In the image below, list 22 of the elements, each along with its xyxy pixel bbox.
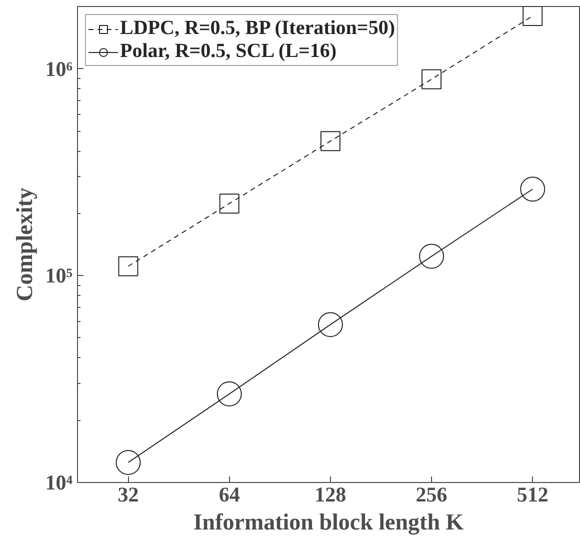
point [118,256,138,276]
legend-label: LDPC, R=0.5, BP (Iteration=50) [120,17,395,40]
x-tick-label: 64 [218,482,240,506]
point [522,6,543,26]
x-tick-label: 256 [416,482,448,506]
legend-label: Polar, R=0.5, SCL (L=16) [120,40,337,63]
point [318,312,343,338]
y-tick-label: 10⁴ [45,470,74,494]
point [219,194,240,214]
y-tick-label: 10⁶ [45,56,72,81]
point [216,381,242,406]
point [320,131,340,152]
x-axis-title: Information block length K [193,510,464,536]
x-tick-label: 512 [516,482,548,506]
point [116,450,141,475]
y-axis-title: Complexity [12,187,38,302]
x-tick-label: 32 [118,482,139,506]
x-tick-label: 128 [314,482,346,506]
point [520,176,546,202]
point [419,244,444,269]
point [422,69,442,90]
y-tick-label: 10⁵ [45,264,72,288]
